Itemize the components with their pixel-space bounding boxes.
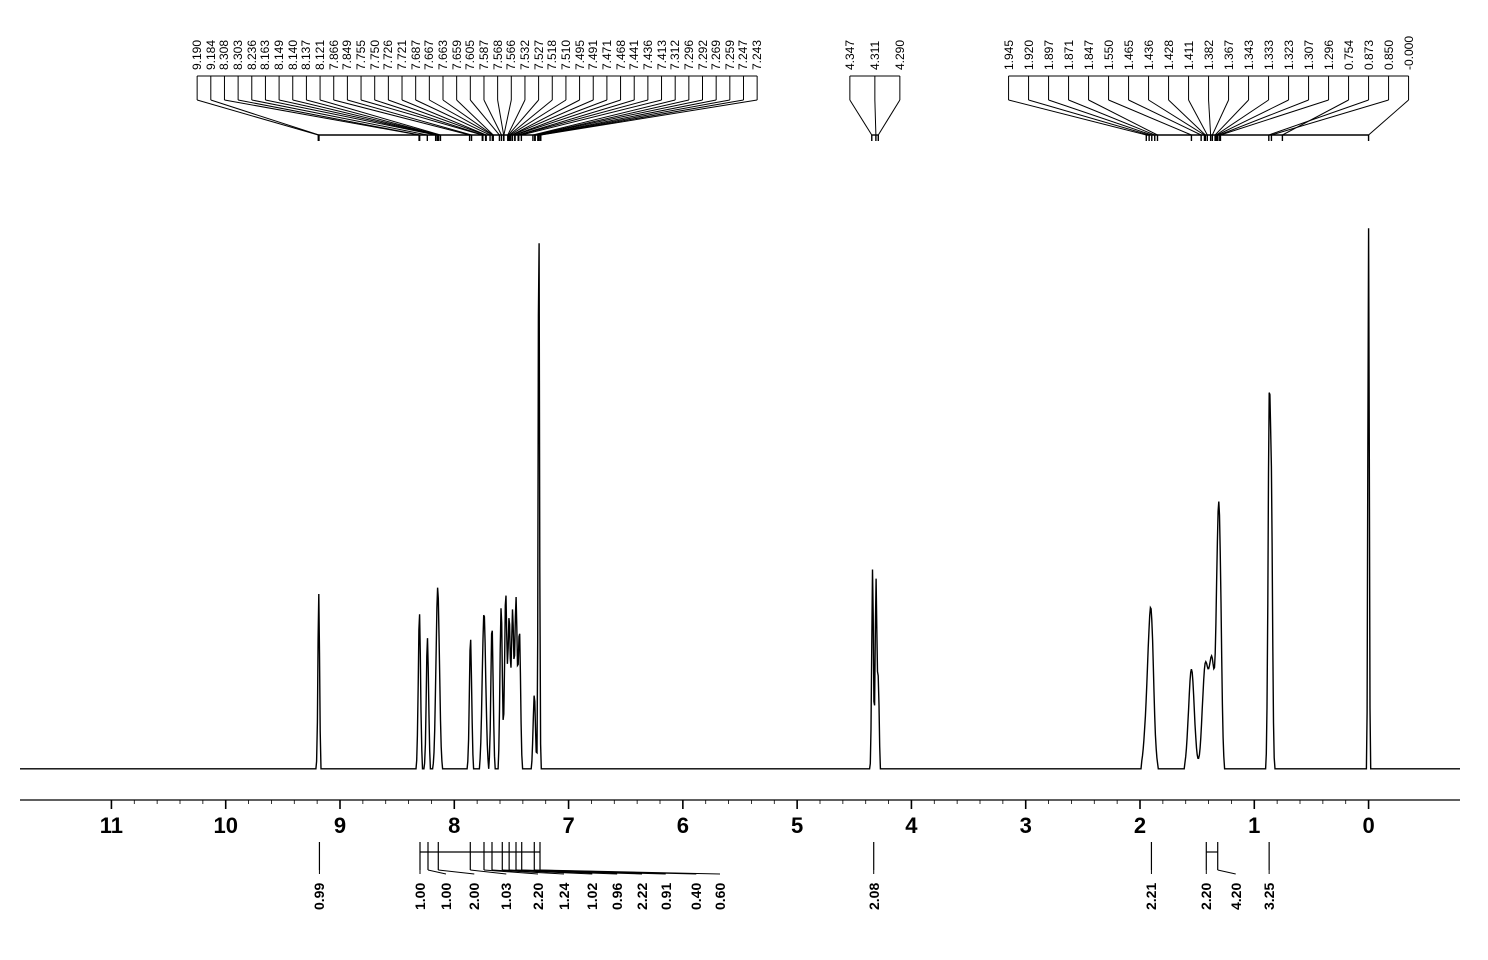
axis-tick-label: 6	[677, 815, 689, 837]
peak-ppm-label: 4.347	[844, 40, 856, 70]
integration-label: 1.02	[585, 883, 599, 910]
peak-ppm-label: 7.849	[341, 40, 353, 70]
peak-ppm-label: 7.296	[683, 40, 695, 70]
peak-ppm-label: 7.721	[396, 40, 408, 70]
integration-label: 2.00	[467, 883, 481, 910]
peak-ppm-label: 1.428	[1163, 40, 1175, 70]
peak-ppm-label: 1.296	[1323, 40, 1335, 70]
peak-ppm-label: 7.687	[410, 40, 422, 70]
peak-ppm-label: 7.518	[546, 40, 558, 70]
peak-ppm-label: 7.566	[505, 40, 517, 70]
integration-label: 0.96	[610, 883, 624, 910]
peak-ppm-label: 4.290	[894, 40, 906, 70]
peak-ppm-label: -0.000	[1403, 36, 1415, 70]
peak-ppm-label: 1.382	[1203, 40, 1215, 70]
peak-ppm-label: 7.269	[710, 40, 722, 70]
integration-label: 0.91	[659, 883, 673, 910]
integration-label: 0.99	[312, 883, 326, 910]
peak-ppm-label: 7.413	[656, 40, 668, 70]
axis-tick-label: 11	[100, 815, 123, 837]
peak-ppm-label: 7.750	[369, 40, 381, 70]
axis-tick-label: 0	[1362, 815, 1374, 837]
peak-ppm-label: 7.568	[492, 40, 504, 70]
peak-ppm-label: 1.550	[1103, 40, 1115, 70]
peak-ppm-label: 7.436	[642, 40, 654, 70]
axis-tick-label: 5	[791, 815, 803, 837]
peak-ppm-label: 7.755	[355, 40, 367, 70]
axis-tick-label: 9	[334, 815, 346, 837]
peak-ppm-label: 7.527	[533, 40, 545, 70]
axis-tick-label: 4	[905, 815, 917, 837]
peak-ppm-label: 1.871	[1063, 40, 1075, 70]
peak-ppm-label: 7.659	[451, 40, 463, 70]
axis-tick-label: 10	[213, 815, 237, 837]
peak-ppm-label: 7.468	[615, 40, 627, 70]
peak-ppm-label: 1.465	[1123, 40, 1135, 70]
peak-ppm-label: 7.441	[628, 40, 640, 70]
peak-ppm-label: 8.149	[273, 40, 285, 70]
peak-ppm-label: 1.411	[1183, 41, 1195, 70]
integration-label: 1.24	[557, 883, 571, 910]
peak-ppm-label: 7.491	[587, 40, 599, 70]
peak-ppm-label: 8.121	[314, 40, 326, 70]
peak-ppm-label: 7.587	[478, 40, 490, 70]
peak-ppm-label: 1.897	[1043, 40, 1055, 70]
integration-label: 2.22	[635, 883, 649, 910]
peak-ppm-label: 7.495	[574, 40, 586, 70]
peak-ppm-label: 7.510	[560, 40, 572, 70]
peak-ppm-label: 1.367	[1223, 40, 1235, 70]
peak-ppm-label: 8.137	[300, 40, 312, 70]
peak-ppm-label: 1.333	[1263, 40, 1275, 70]
integration-label: 2.21	[1144, 883, 1158, 910]
peak-ppm-label: 7.605	[464, 40, 476, 70]
integration-label: 2.20	[531, 883, 545, 910]
integration-label: 1.00	[413, 883, 427, 910]
peak-ppm-label: 7.663	[437, 40, 449, 70]
integration-label: 4.20	[1229, 883, 1243, 910]
peak-ppm-label: 1.847	[1083, 40, 1095, 70]
peak-ppm-label: 7.259	[724, 40, 736, 70]
peak-ppm-label: 7.247	[737, 40, 749, 70]
peak-ppm-label: 8.236	[246, 40, 258, 70]
integration-label: 1.00	[439, 883, 453, 910]
integration-label: 3.25	[1262, 883, 1276, 910]
integration-label: 2.20	[1199, 883, 1213, 910]
peak-ppm-label: 7.667	[423, 40, 435, 70]
peak-ppm-label: 0.873	[1363, 40, 1375, 70]
nmr-spectrum-chart: 111098765432109.1909.1848.3088.3038.2368…	[0, 0, 1488, 960]
peak-ppm-label: 0.850	[1383, 40, 1395, 70]
axis-tick-label: 2	[1134, 815, 1146, 837]
peak-ppm-label: 7.866	[328, 40, 340, 70]
axis-tick-label: 8	[448, 815, 460, 837]
axis-tick-label: 3	[1020, 815, 1032, 837]
peak-ppm-label: 8.140	[287, 40, 299, 70]
peak-ppm-label: 7.471	[601, 40, 613, 70]
peak-ppm-label: 7.243	[751, 40, 763, 70]
peak-ppm-label: 7.726	[382, 40, 394, 70]
peak-ppm-label: 7.292	[697, 40, 709, 70]
peak-ppm-label: 1.436	[1143, 40, 1155, 70]
peak-ppm-label: 8.303	[232, 40, 244, 70]
peak-ppm-label: 1.920	[1023, 40, 1035, 70]
peak-ppm-label: 9.190	[191, 40, 203, 70]
integration-label: 2.08	[867, 883, 881, 910]
axis-tick-label: 7	[562, 815, 574, 837]
peak-ppm-label: 8.163	[259, 40, 271, 70]
peak-ppm-label: 9.184	[205, 40, 217, 70]
integration-label: 0.60	[713, 883, 727, 910]
peak-ppm-label: 7.532	[519, 40, 531, 70]
peak-ppm-label: 7.312	[669, 40, 681, 70]
peak-ppm-label: 4.311	[869, 41, 881, 70]
axis-tick-label: 1	[1248, 815, 1260, 837]
peak-ppm-label: 1.945	[1003, 40, 1015, 70]
integration-label: 1.03	[499, 883, 513, 910]
peak-ppm-label: 8.308	[218, 40, 230, 70]
peak-ppm-label: 0.754	[1343, 40, 1355, 70]
peak-ppm-label: 1.307	[1303, 40, 1315, 70]
integration-label: 0.40	[689, 883, 703, 910]
peak-ppm-label: 1.343	[1243, 40, 1255, 70]
peak-ppm-label: 1.323	[1283, 40, 1295, 70]
